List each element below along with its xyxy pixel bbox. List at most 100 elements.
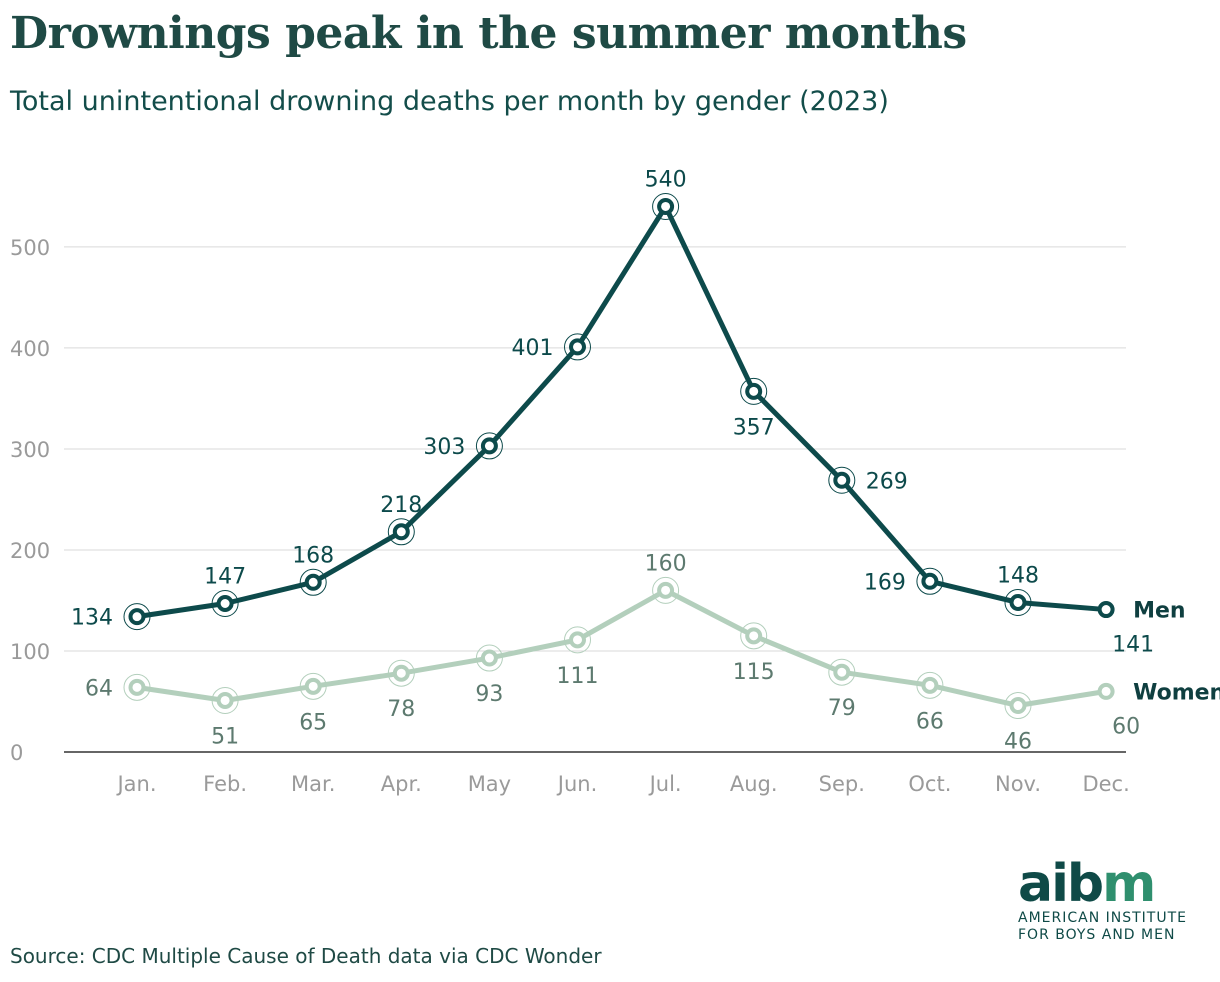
source-note: Source: CDC Multiple Cause of Death data… bbox=[10, 944, 602, 968]
men-data-label: 401 bbox=[512, 336, 554, 361]
aibm-logo: aibm AMERICAN INSTITUTE FOR BOYS AND MEN bbox=[1018, 858, 1187, 944]
women-data-label: 160 bbox=[645, 551, 687, 576]
women-data-label: 115 bbox=[733, 660, 775, 685]
men-data-label: 218 bbox=[380, 493, 422, 518]
x-tick-label: Mar. bbox=[291, 772, 335, 796]
women-point-halo bbox=[828, 658, 856, 686]
women-data-label: 111 bbox=[557, 664, 599, 689]
y-tick-label: 500 bbox=[10, 236, 50, 260]
women-series-line bbox=[134, 587, 1109, 709]
men-data-point bbox=[1097, 601, 1115, 619]
women-data-label: 78 bbox=[387, 697, 415, 722]
women-point-halo bbox=[123, 673, 151, 701]
women-data-point bbox=[392, 664, 410, 682]
y-tick-label: 300 bbox=[10, 438, 50, 462]
logo-wordmark: aibm bbox=[1018, 854, 1156, 914]
x-tick-label: Aug. bbox=[730, 772, 778, 796]
women-data-point bbox=[480, 649, 498, 667]
x-tick-label: Oct. bbox=[908, 772, 951, 796]
y-tick-label: 400 bbox=[10, 337, 50, 361]
legend-label-men: Men bbox=[1133, 599, 1185, 624]
men-point-halo bbox=[123, 603, 151, 631]
women-data-label: 93 bbox=[475, 682, 503, 707]
y-tick-label: 200 bbox=[10, 539, 50, 563]
women-point-halo bbox=[916, 671, 944, 699]
x-tick-label: May bbox=[468, 772, 511, 796]
men-data-point bbox=[569, 338, 586, 356]
women-point-halo bbox=[1004, 692, 1032, 720]
x-tick-label: Apr. bbox=[381, 772, 422, 796]
women-point-halo bbox=[299, 672, 327, 700]
x-tick-label: Jun. bbox=[556, 772, 598, 796]
women-data-label: 64 bbox=[85, 676, 113, 701]
x-tick-label: Jul. bbox=[648, 772, 682, 796]
men-data-label: 169 bbox=[864, 570, 906, 595]
women-point-halo bbox=[211, 686, 239, 714]
chart-title: Drownings peak in the summer months bbox=[10, 8, 967, 59]
women-data-label: 79 bbox=[828, 696, 856, 721]
women-data-point bbox=[304, 677, 322, 695]
women-data-point bbox=[128, 678, 146, 696]
men-point-halo bbox=[916, 567, 944, 595]
women-point-halo bbox=[564, 626, 591, 654]
men-data-point bbox=[833, 471, 851, 489]
men-point-halo bbox=[828, 466, 856, 494]
y-tick-label: 0 bbox=[10, 741, 23, 765]
men-data-label: 141 bbox=[1112, 633, 1154, 658]
men-data-label: 303 bbox=[423, 435, 465, 460]
men-data-point bbox=[128, 608, 146, 626]
men-data-label: 269 bbox=[866, 469, 908, 494]
men-point-halo bbox=[652, 192, 680, 220]
women-point-halo bbox=[740, 622, 768, 650]
women-data-label: 51 bbox=[211, 724, 239, 749]
men-data-label: 147 bbox=[204, 565, 246, 590]
men-data-label: 134 bbox=[71, 606, 113, 631]
men-series-line bbox=[134, 203, 1109, 620]
y-tick-label: 100 bbox=[10, 640, 50, 664]
men-data-point bbox=[1009, 593, 1027, 611]
men-data-label: 168 bbox=[292, 543, 334, 568]
x-tick-label: Nov. bbox=[995, 772, 1041, 796]
x-tick-label: Jan. bbox=[115, 772, 156, 796]
women-data-point bbox=[833, 663, 851, 681]
men-data-point bbox=[216, 595, 234, 613]
logo-line-2: FOR BOYS AND MEN bbox=[1018, 927, 1176, 943]
men-data-point bbox=[304, 573, 322, 591]
women-data-point bbox=[216, 691, 234, 709]
men-data-point bbox=[921, 572, 939, 590]
men-data-label: 540 bbox=[645, 167, 687, 192]
men-point-halo bbox=[299, 568, 327, 596]
line-chart: 0 100 200 300 400 500 Jan. Feb. Mar. Apr. May Jun. J… bbox=[10, 167, 1220, 796]
women-data-point bbox=[1097, 682, 1115, 700]
women-data-point bbox=[921, 676, 939, 694]
women-data-label: 65 bbox=[299, 710, 327, 735]
women-data-label: 60 bbox=[1112, 714, 1140, 739]
men-data-label: 357 bbox=[733, 415, 775, 440]
women-data-point bbox=[657, 581, 675, 599]
men-data-point bbox=[657, 197, 675, 215]
men-data-label: 148 bbox=[997, 563, 1039, 588]
x-tick-label: Sep. bbox=[819, 772, 865, 796]
men-data-point bbox=[745, 382, 763, 400]
men-point-halo bbox=[1004, 588, 1032, 616]
men-point-halo bbox=[475, 432, 503, 460]
women-point-halo bbox=[652, 576, 680, 604]
women-data-label: 46 bbox=[1004, 730, 1032, 755]
x-tick-label: Feb. bbox=[203, 772, 247, 796]
women-data-point bbox=[569, 631, 586, 649]
men-point-halo bbox=[740, 377, 768, 405]
men-point-halo bbox=[211, 590, 239, 618]
men-point-halo bbox=[387, 518, 415, 546]
chart-subtitle: Total unintentional drowning deaths per … bbox=[10, 86, 889, 117]
women-point-halo bbox=[387, 659, 415, 687]
legend-label-women: Women bbox=[1133, 680, 1220, 705]
women-data-point bbox=[745, 627, 763, 645]
women-data-label: 66 bbox=[916, 709, 944, 734]
men-data-point bbox=[392, 523, 410, 541]
women-point-halo bbox=[475, 644, 503, 672]
logo-line-1: AMERICAN INSTITUTE bbox=[1018, 910, 1187, 926]
men-data-point bbox=[480, 437, 498, 455]
men-point-halo bbox=[564, 333, 591, 361]
women-data-point bbox=[1009, 697, 1027, 715]
x-tick-label: Dec. bbox=[1082, 772, 1129, 796]
